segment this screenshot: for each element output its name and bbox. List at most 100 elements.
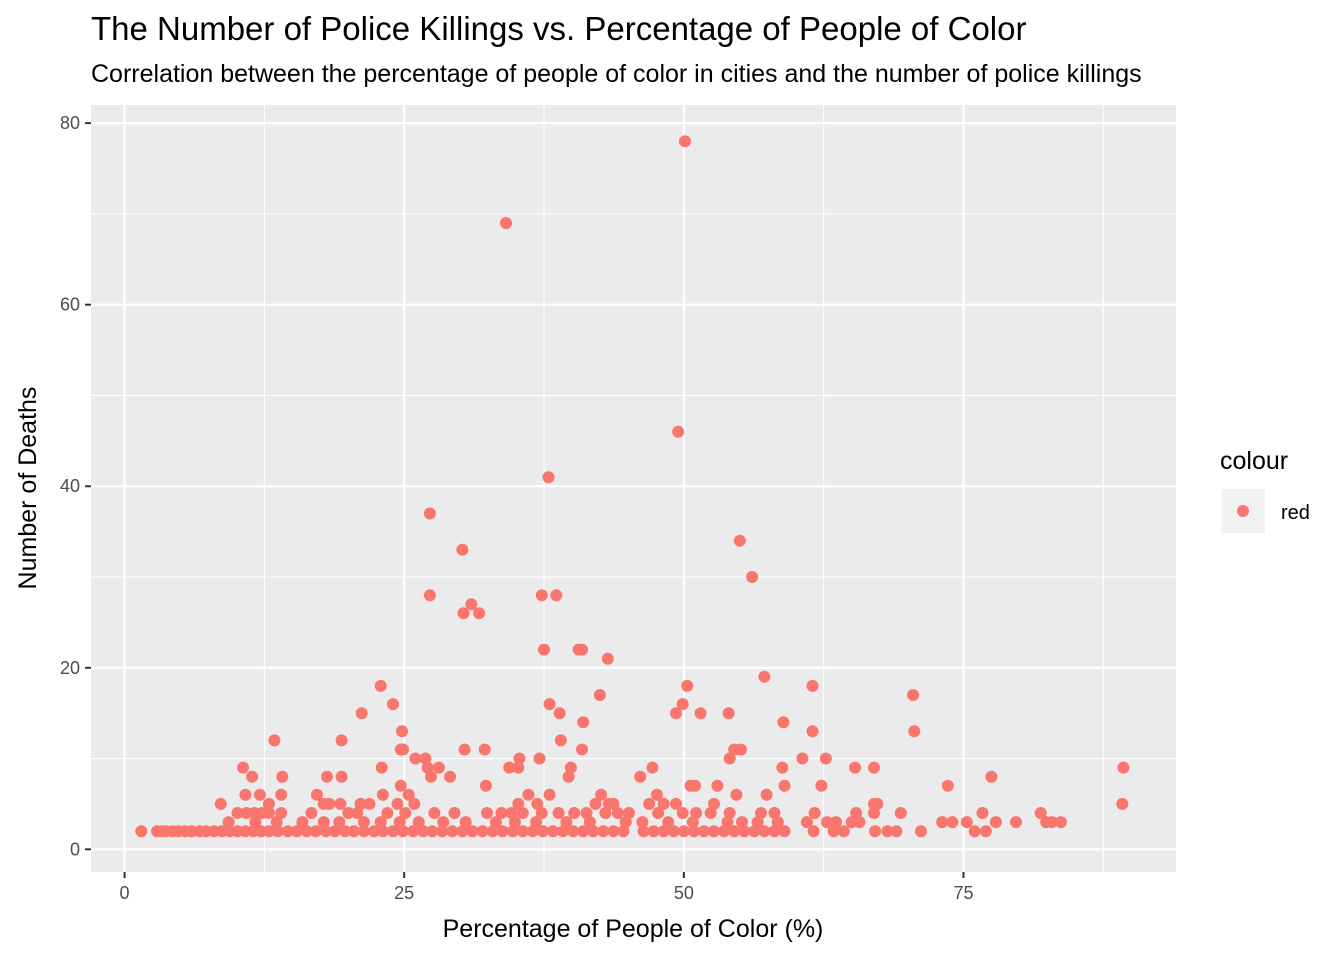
x-tick-labels: 0 25 50 75	[120, 883, 974, 903]
data-point	[771, 816, 784, 829]
data-point	[417, 825, 430, 838]
data-point	[375, 761, 388, 774]
data-point	[595, 788, 608, 801]
axis-ticks	[85, 122, 965, 878]
data-point	[436, 825, 449, 838]
data-point	[1117, 761, 1130, 774]
data-point	[751, 816, 764, 829]
data-point	[305, 807, 318, 819]
data-point	[646, 761, 659, 774]
data-point	[807, 825, 820, 838]
data-point	[601, 652, 614, 665]
data-point	[562, 770, 575, 783]
data-point	[723, 807, 736, 819]
data-point	[397, 743, 410, 756]
data-point	[679, 135, 691, 148]
data-point	[505, 807, 518, 819]
data-point	[290, 825, 303, 838]
data-point	[231, 807, 244, 819]
y-axis-title: Number of Deaths	[14, 387, 42, 590]
data-point	[347, 825, 360, 838]
data-point	[374, 679, 387, 692]
data-point	[368, 825, 380, 838]
legend: colour red	[1220, 447, 1310, 533]
data-point	[821, 816, 833, 829]
data-point	[837, 825, 850, 838]
data-point	[708, 825, 720, 838]
data-point	[513, 752, 526, 765]
data-point	[552, 807, 565, 819]
data-point	[908, 725, 921, 738]
data-point	[536, 825, 549, 838]
data-point	[776, 761, 789, 774]
major-grid	[91, 105, 1176, 872]
data-point	[670, 797, 682, 810]
data-point	[619, 816, 632, 829]
data-point	[808, 807, 821, 819]
data-point	[871, 797, 884, 810]
data-point	[338, 825, 351, 838]
data-point	[560, 816, 573, 829]
data-point	[423, 507, 436, 520]
data-point	[328, 825, 341, 838]
data-point	[652, 807, 665, 819]
data-point	[568, 807, 581, 819]
data-point	[657, 825, 670, 838]
data-point	[550, 589, 563, 602]
data-point	[583, 816, 596, 829]
x-tick-label: 25	[394, 883, 414, 903]
data-point	[946, 816, 959, 829]
data-point	[319, 825, 332, 838]
data-point	[778, 779, 791, 792]
data-point	[222, 816, 235, 829]
data-point	[868, 761, 880, 774]
data-point	[557, 825, 569, 838]
data-point	[393, 816, 406, 829]
data-point	[806, 679, 819, 692]
data-point	[819, 752, 832, 765]
data-point	[907, 689, 920, 701]
data-point	[262, 825, 275, 838]
data-point	[869, 825, 882, 838]
data-point	[704, 807, 717, 819]
x-axis-title: Percentage of People of Color (%)	[443, 915, 824, 943]
data-point	[636, 816, 649, 829]
data-point	[1045, 816, 1058, 829]
data-point	[894, 807, 907, 819]
data-point	[503, 761, 516, 774]
data-point	[334, 797, 347, 810]
data-point	[1054, 816, 1067, 829]
data-point	[253, 788, 266, 801]
data-point	[800, 816, 813, 829]
data-point	[690, 807, 703, 819]
data-point	[589, 797, 602, 810]
data-point	[567, 825, 580, 838]
data-point	[543, 698, 556, 711]
data-points	[135, 135, 1130, 838]
data-point	[500, 217, 512, 229]
data-point	[689, 779, 701, 792]
data-point	[827, 825, 840, 838]
data-point	[1116, 797, 1129, 810]
data-point	[647, 825, 660, 838]
data-point	[543, 788, 556, 801]
data-point	[300, 825, 313, 838]
data-point	[651, 788, 663, 801]
data-point	[968, 825, 981, 838]
data-point	[806, 725, 819, 738]
data-point	[387, 698, 399, 711]
data-point	[676, 698, 689, 711]
data-point	[342, 807, 355, 819]
data-point	[698, 825, 710, 838]
data-point	[580, 807, 593, 819]
y-tick-label: 0	[70, 839, 80, 859]
data-point	[495, 807, 508, 819]
y-tick-label: 40	[60, 476, 80, 496]
data-point	[423, 589, 436, 602]
data-point	[989, 816, 1002, 829]
data-point	[239, 788, 252, 801]
data-point	[381, 807, 394, 819]
data-point	[351, 807, 364, 819]
x-tick-label: 0	[120, 883, 130, 903]
data-point	[547, 825, 559, 838]
